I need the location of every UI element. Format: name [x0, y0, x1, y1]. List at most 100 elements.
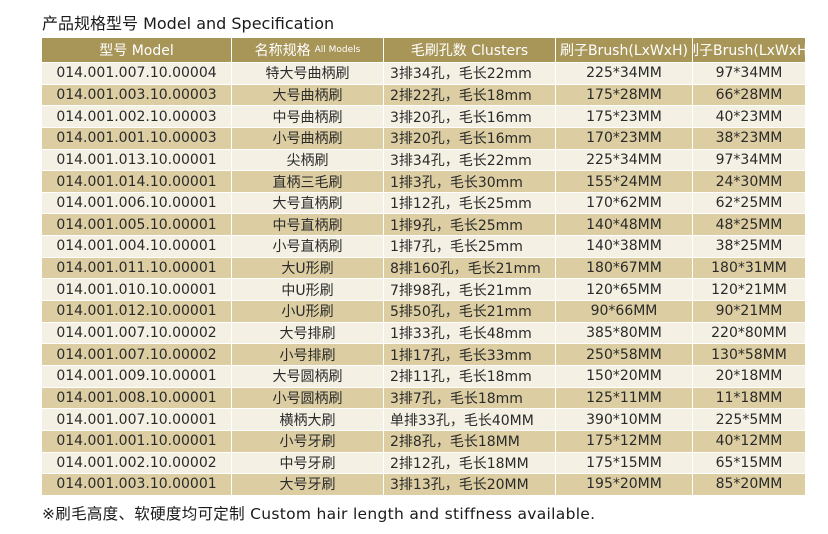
table-cell: 1排3孔，毛长30mm	[384, 171, 556, 193]
table-cell: 40*12MM	[693, 430, 806, 453]
table-row: 014.001.009.10.00001 大号圆柄刷 2排11孔，毛长18mm 150…	[42, 365, 806, 388]
table-cell: 140*38MM	[556, 236, 693, 258]
table-row: 014.001.001.10.00001 小号牙刷 2排8孔，毛长18MM 175*1…	[42, 430, 806, 453]
table-cell: 3排34孔，毛长22mm	[384, 149, 556, 172]
table-row: 014.001.007.10.00002 小号排刷 1排17孔，毛长33mm 250*…	[42, 344, 806, 366]
table-cell: 85*20MM	[693, 474, 806, 496]
table-cell: 175*12MM	[556, 430, 693, 453]
table-cell: 中U形刷	[232, 279, 384, 302]
table-row: 014.001.014.10.00001 直柄三毛刷 1排3孔，毛长30mm 155*…	[42, 171, 806, 193]
table-cell: 大号排刷	[232, 322, 384, 345]
table-row: 014.001.008.10.00001 小号圆柄刷 3排7孔，毛长18mm 125*…	[42, 387, 806, 410]
table-cell: 385*80MM	[556, 322, 693, 345]
table-cell: 11*18MM	[693, 387, 806, 410]
table-cell: 大号直柄刷	[232, 192, 384, 215]
table-cell: 120*21MM	[693, 279, 806, 302]
table-cell: 2排8孔，毛长18MM	[384, 430, 556, 453]
table-cell: 014.001.001.10.00001	[42, 430, 232, 453]
table-row: 014.001.007.10.00001 横柄大刷 单排33孔，毛长40MM 390*…	[42, 409, 806, 431]
table-cell: 横柄大刷	[232, 409, 384, 431]
table-cell: 38*25MM	[693, 236, 806, 258]
table-row: 014.001.007.10.00002 大号排刷 1排33孔，毛长48mm 385*…	[42, 322, 806, 345]
table-cell: 3排13孔，毛长20MM	[384, 474, 556, 496]
table-cell: 014.001.013.10.00001	[42, 149, 232, 172]
table-cell: 97*34MM	[693, 149, 806, 172]
header-cell: 刷子Brush(LxWxH)	[693, 38, 806, 63]
table-row: 014.001.005.10.00001 中号直柄刷 1排9孔，毛长25mm 140*…	[42, 214, 806, 237]
table-cell: 小号曲柄刷	[232, 127, 384, 150]
table-cell: 特大号曲柄刷	[232, 63, 384, 85]
table-cell: 小号圆柄刷	[232, 387, 384, 410]
table-cell: 1排7孔，毛长25mm	[384, 236, 556, 258]
table-cell: 3排34孔，毛长22mm	[384, 63, 556, 85]
table-cell: 155*24MM	[556, 171, 693, 193]
table-cell: 小号牙刷	[232, 430, 384, 453]
table-cell: 220*80MM	[693, 322, 806, 345]
header-cell: 刷子Brush(LxWxH)	[556, 38, 693, 63]
table-row: 014.001.003.10.00001 大号牙刷 3排13孔，毛长20MM 195*…	[42, 474, 806, 496]
table-cell: 225*34MM	[556, 63, 693, 85]
table-cell: 小号直柄刷	[232, 236, 384, 258]
table-cell: 小号排刷	[232, 344, 384, 366]
table-cell: 小U形刷	[232, 301, 384, 323]
table-cell: 1排12孔，毛长25mm	[384, 192, 556, 215]
table-row: 014.001.013.10.00001 尖柄刷 3排34孔，毛长22mm 225*3…	[42, 149, 806, 172]
table-cell: 5排50孔，毛长21mm	[384, 301, 556, 323]
table-cell: 014.001.012.10.00001	[42, 301, 232, 323]
table-cell: 大号牙刷	[232, 474, 384, 496]
table-cell: 1排17孔，毛长33mm	[384, 344, 556, 366]
table-cell: 014.001.003.10.00001	[42, 474, 232, 496]
table-cell: 20*18MM	[693, 365, 806, 388]
table-cell: 130*58MM	[693, 344, 806, 366]
table-cell: 014.001.011.10.00001	[42, 257, 232, 280]
title: 产品规格型号 Model and Specification	[42, 14, 335, 33]
table-cell: 390*10MM	[556, 409, 693, 431]
table-row: 014.001.004.10.00001 小号直柄刷 1排7孔，毛长25mm 140*…	[42, 236, 806, 258]
table-cell: 014.001.010.10.00001	[42, 279, 232, 302]
table-cell: 大号圆柄刷	[232, 365, 384, 388]
table-cell: 140*48MM	[556, 214, 693, 237]
table-cell: 38*23MM	[693, 127, 806, 150]
table-cell: 40*23MM	[693, 106, 806, 128]
table-row: 014.001.002.10.00003 中号曲柄刷 3排20孔，毛长16mm 175…	[42, 106, 806, 128]
table-cell: 175*15MM	[556, 452, 693, 475]
table-cell: 225*5MM	[693, 409, 806, 431]
header-sub: All Models	[314, 45, 361, 55]
table-cell: 8排160孔，毛长21mm	[384, 257, 556, 280]
table-cell: 2排22孔，毛长18mm	[384, 84, 556, 107]
table-cell: 195*20MM	[556, 474, 693, 496]
table-cell: 180*67MM	[556, 257, 693, 280]
table-cell: 62*25MM	[693, 192, 806, 215]
table-cell: 180*31MM	[693, 257, 806, 280]
table-cell: 014.001.007.10.00002	[42, 344, 232, 366]
footnote: ※刷毛高度、软硬度均可定制 Custom hair length and sti…	[42, 505, 596, 523]
spec-table: 型号 Model 名称规格 All Models 毛刷孔数 Clusters 刷子Bru…	[42, 38, 806, 496]
table-cell: 250*58MM	[556, 344, 693, 366]
table-cell: 7排98孔，毛长21mm	[384, 279, 556, 302]
header-row: 型号 Model 名称规格 All Models 毛刷孔数 Clusters 刷子Bru…	[42, 38, 806, 63]
table-cell: 014.001.007.10.00002	[42, 322, 232, 345]
table-cell: 014.001.007.10.00004	[42, 63, 232, 85]
table-row: 014.001.012.10.00001 小U形刷 5排50孔，毛长21mm 90*6…	[42, 301, 806, 323]
table-row: 014.001.010.10.00001 中U形刷 7排98孔，毛长21mm 120*…	[42, 279, 806, 302]
table-cell: 014.001.007.10.00001	[42, 409, 232, 431]
table-cell: 1排33孔，毛长48mm	[384, 322, 556, 345]
table-cell: 90*21MM	[693, 301, 806, 323]
table-cell: 48*25MM	[693, 214, 806, 237]
table-cell: 1排9孔，毛长25mm	[384, 214, 556, 237]
table-row: 014.001.002.10.00002 中号牙刷 2排12孔，毛长18MM 175*…	[42, 452, 806, 475]
table-row: 014.001.001.10.00003 小号曲柄刷 3排20孔，毛长16mm 170…	[42, 127, 806, 150]
table-cell: 225*34MM	[556, 149, 693, 172]
table-cell: 170*23MM	[556, 127, 693, 150]
table-cell: 175*23MM	[556, 106, 693, 128]
table-cell: 170*62MM	[556, 192, 693, 215]
header-cell: 名称规格 All Models	[232, 38, 384, 63]
table-cell: 3排20孔，毛长16mm	[384, 127, 556, 150]
table-cell: 014.001.002.10.00003	[42, 106, 232, 128]
table-cell: 175*28MM	[556, 84, 693, 107]
table-cell: 90*66MM	[556, 301, 693, 323]
table-cell: 中号牙刷	[232, 452, 384, 475]
header-main: 名称规格	[254, 43, 311, 59]
table-cell: 大号曲柄刷	[232, 84, 384, 107]
